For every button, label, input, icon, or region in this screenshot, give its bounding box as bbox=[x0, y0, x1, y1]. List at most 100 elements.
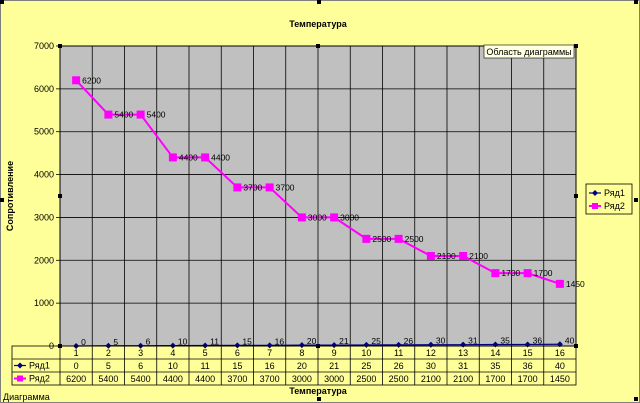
table-cell-series-1: 30 bbox=[426, 361, 436, 371]
series-1-point[interactable] bbox=[169, 342, 176, 349]
series-2-point[interactable] bbox=[362, 234, 371, 243]
table-cell-series-1: 10 bbox=[168, 361, 178, 371]
series-2-point[interactable] bbox=[201, 153, 210, 162]
plot-area-handle[interactable] bbox=[58, 44, 62, 48]
table-key-series-1-marker bbox=[17, 362, 23, 369]
series-2-point[interactable] bbox=[523, 269, 532, 278]
series-2-point[interactable] bbox=[233, 183, 242, 192]
series-1-data-label: 0 bbox=[81, 337, 86, 347]
series-2-data-label: 2100 bbox=[437, 251, 456, 261]
plot-area-handle[interactable] bbox=[316, 44, 320, 48]
chart-area-handle[interactable] bbox=[317, 397, 321, 401]
chart-area-handle[interactable] bbox=[634, 198, 638, 202]
x-tick-label: 13 bbox=[458, 348, 468, 358]
series-2-point[interactable] bbox=[426, 252, 435, 260]
y-tick-label: 7000 bbox=[34, 41, 54, 51]
chart-title: Температура bbox=[289, 19, 348, 29]
table-cell-series-2: 5400 bbox=[131, 374, 151, 384]
series-1-data-label: 26 bbox=[404, 336, 414, 346]
table-cell-series-2: 4400 bbox=[195, 374, 215, 384]
series-1-data-label: 30 bbox=[436, 336, 446, 346]
chart-area-handle[interactable] bbox=[634, 397, 638, 401]
table-cell-series-2: 1450 bbox=[550, 374, 570, 384]
plot-area-handle[interactable] bbox=[58, 194, 62, 198]
table-cell-series-1: 5 bbox=[106, 361, 111, 371]
x-tick-label: 11 bbox=[394, 348, 403, 358]
series-2-data-label: 3000 bbox=[308, 212, 327, 222]
series-2-data-label: 2500 bbox=[405, 234, 424, 244]
series-2-line bbox=[75, 79, 561, 285]
series-1-data-label: 36 bbox=[533, 335, 543, 345]
series-2-data-label: 1700 bbox=[501, 268, 520, 278]
plot-area-tooltip: Область диаграммы bbox=[486, 47, 571, 57]
plot-area-handle[interactable] bbox=[574, 194, 578, 198]
x-tick-label: 2 bbox=[106, 348, 111, 358]
x-tick-label: 16 bbox=[555, 348, 565, 358]
y-tick-label: 1000 bbox=[34, 298, 54, 308]
series-2-point[interactable] bbox=[330, 213, 339, 222]
chart-area-handle[interactable] bbox=[317, 0, 321, 4]
table-row-label-series-1: Ряд1 bbox=[29, 361, 50, 371]
y-axis-title: Сопротивление bbox=[5, 161, 15, 231]
x-tick-label: 3 bbox=[138, 348, 143, 358]
table-cell-series-2: 3700 bbox=[260, 374, 280, 384]
plot-area-handle[interactable] bbox=[574, 44, 578, 48]
series-2-data-label: 2100 bbox=[469, 251, 488, 261]
x-tick-label: 9 bbox=[332, 348, 337, 358]
series-1-data-label: 10 bbox=[178, 337, 188, 347]
table-cell-series-1: 26 bbox=[394, 361, 404, 371]
series-2-point[interactable] bbox=[265, 183, 274, 192]
x-tick-label: 8 bbox=[299, 348, 304, 358]
series-1-point[interactable] bbox=[202, 342, 209, 349]
series-2-data-label: 5400 bbox=[147, 110, 166, 120]
x-tick-label: 10 bbox=[361, 348, 371, 358]
series-1-data-label: 15 bbox=[242, 336, 252, 346]
chart-area-handle[interactable] bbox=[0, 0, 4, 4]
series-2-point[interactable] bbox=[491, 269, 500, 278]
legend-series-1-marker bbox=[592, 190, 598, 196]
series-2-point[interactable] bbox=[168, 153, 177, 162]
table-cell-series-1: 35 bbox=[490, 361, 500, 371]
series-1-data-label: 25 bbox=[371, 336, 381, 346]
legend-series-1-label: Ряд1 bbox=[604, 188, 625, 198]
chart-area-handle[interactable] bbox=[0, 198, 4, 202]
series-1-point[interactable] bbox=[331, 342, 338, 349]
table-cell-series-2: 2500 bbox=[389, 374, 409, 384]
table-cell-series-1: 21 bbox=[329, 361, 339, 371]
table-cell-series-1: 40 bbox=[555, 361, 565, 371]
series-1-data-label: 16 bbox=[275, 336, 285, 346]
table-cell-series-1: 20 bbox=[297, 361, 307, 371]
table-cell-series-1: 15 bbox=[232, 361, 242, 371]
table-cell-series-2: 1700 bbox=[518, 374, 538, 384]
series-1-point[interactable] bbox=[234, 342, 241, 349]
table-cell-series-2: 2100 bbox=[453, 374, 473, 384]
series-2-point[interactable] bbox=[72, 76, 81, 85]
series-2-data-label: 1450 bbox=[566, 279, 585, 289]
x-tick-label: 7 bbox=[267, 348, 272, 358]
y-tick-label: 6000 bbox=[34, 84, 54, 94]
series-2-point[interactable] bbox=[297, 213, 306, 222]
series-2-point[interactable] bbox=[104, 110, 113, 119]
x-tick-label: 4 bbox=[170, 348, 175, 358]
series-1-point[interactable] bbox=[298, 342, 305, 349]
table-cell-series-2: 2500 bbox=[356, 374, 376, 384]
data-table bbox=[11, 345, 577, 386]
series-2-point[interactable] bbox=[394, 234, 403, 243]
series-1-data-label: 11 bbox=[210, 337, 219, 347]
series-2-point[interactable] bbox=[555, 279, 564, 288]
series-1-point[interactable] bbox=[266, 342, 273, 349]
legend-series-2-label: Ряд2 bbox=[604, 201, 625, 211]
legend-series-2-marker bbox=[592, 203, 598, 209]
series-1-point[interactable] bbox=[363, 341, 370, 348]
x-tick-label: 15 bbox=[523, 348, 533, 358]
chart-area-handle[interactable] bbox=[634, 0, 638, 4]
table-cell-series-2: 6200 bbox=[66, 374, 86, 384]
series-1-data-label: 6 bbox=[146, 337, 151, 347]
table-cell-series-2: 3000 bbox=[292, 374, 312, 384]
series-1-data-label: 21 bbox=[339, 336, 349, 346]
chart-name-label: Диаграмма bbox=[3, 392, 50, 402]
series-1-data-label: 31 bbox=[468, 336, 478, 346]
series-2-point[interactable] bbox=[136, 110, 145, 119]
series-2-point[interactable] bbox=[459, 252, 468, 260]
